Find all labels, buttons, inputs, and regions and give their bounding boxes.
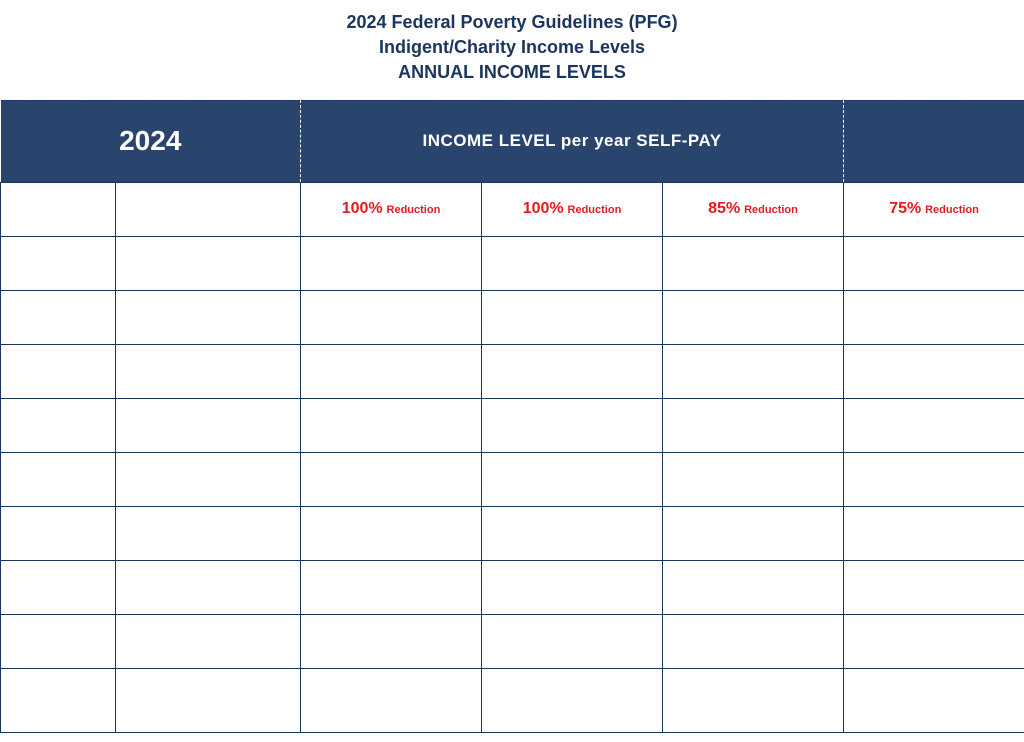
reduction-pct-3: 85% bbox=[708, 200, 740, 217]
reduction-blank-2 bbox=[116, 182, 301, 236]
table-cell bbox=[844, 452, 1024, 506]
table-cell bbox=[663, 668, 844, 732]
header-row: 2024 INCOME LEVEL per year SELF-PAY bbox=[1, 100, 1024, 182]
table-cell bbox=[482, 236, 663, 290]
table-cell bbox=[663, 344, 844, 398]
reduction-row: 100% Reduction 100% Reduction 85% Reduct… bbox=[1, 182, 1024, 236]
table-cell bbox=[301, 344, 482, 398]
table-cell bbox=[844, 344, 1024, 398]
guidelines-table: 2024 INCOME LEVEL per year SELF-PAY 100%… bbox=[0, 100, 1024, 733]
table-cell bbox=[482, 668, 663, 732]
title-line-1: 2024 Federal Poverty Guidelines (PFG) bbox=[0, 10, 1024, 35]
table-cell bbox=[844, 560, 1024, 614]
reduction-blank-1 bbox=[1, 182, 116, 236]
table-cell bbox=[301, 398, 482, 452]
table-row bbox=[1, 236, 1024, 290]
table-cell bbox=[116, 290, 301, 344]
table-cell bbox=[1, 668, 116, 732]
table-row bbox=[1, 398, 1024, 452]
table-row bbox=[1, 344, 1024, 398]
table-row bbox=[1, 290, 1024, 344]
table-row bbox=[1, 668, 1024, 732]
table-cell bbox=[482, 290, 663, 344]
table-cell bbox=[1, 614, 116, 668]
title-line-2: Indigent/Charity Income Levels bbox=[0, 35, 1024, 60]
reduction-pct-1: 100% bbox=[342, 200, 383, 217]
table-cell bbox=[482, 452, 663, 506]
table-cell bbox=[116, 506, 301, 560]
table-cell bbox=[301, 560, 482, 614]
reduction-col-1: 100% Reduction bbox=[301, 182, 482, 236]
reduction-sub-3: Reduction bbox=[744, 204, 798, 216]
table-cell bbox=[844, 506, 1024, 560]
table-cell bbox=[1, 452, 116, 506]
table-cell bbox=[116, 668, 301, 732]
table-cell bbox=[1, 290, 116, 344]
table-row bbox=[1, 560, 1024, 614]
title-line-3: ANNUAL INCOME LEVELS bbox=[0, 60, 1024, 85]
table-cell bbox=[301, 236, 482, 290]
table-row bbox=[1, 614, 1024, 668]
table-cell bbox=[1, 344, 116, 398]
reduction-col-3: 85% Reduction bbox=[663, 182, 844, 236]
table-cell bbox=[482, 344, 663, 398]
table-cell bbox=[1, 236, 116, 290]
table-cell bbox=[301, 506, 482, 560]
table-cell bbox=[1, 506, 116, 560]
guidelines-table-wrap: 2024 INCOME LEVEL per year SELF-PAY 100%… bbox=[0, 100, 1024, 733]
reduction-col-2: 100% Reduction bbox=[482, 182, 663, 236]
table-cell bbox=[663, 452, 844, 506]
table-cell bbox=[844, 614, 1024, 668]
table-cell bbox=[663, 398, 844, 452]
table-cell bbox=[663, 290, 844, 344]
table-cell bbox=[844, 398, 1024, 452]
table-cell bbox=[482, 506, 663, 560]
reduction-sub-1: Reduction bbox=[387, 204, 441, 216]
table-cell bbox=[663, 506, 844, 560]
table-cell bbox=[116, 344, 301, 398]
table-cell bbox=[663, 614, 844, 668]
table-cell bbox=[301, 614, 482, 668]
table-cell bbox=[482, 614, 663, 668]
table-cell bbox=[301, 452, 482, 506]
table-cell bbox=[116, 560, 301, 614]
table-cell bbox=[116, 614, 301, 668]
table-cell bbox=[116, 452, 301, 506]
table-cell bbox=[663, 560, 844, 614]
header-empty bbox=[844, 100, 1024, 182]
table-cell bbox=[1, 398, 116, 452]
header-year: 2024 bbox=[1, 100, 301, 182]
table-cell bbox=[116, 236, 301, 290]
table-cell bbox=[663, 236, 844, 290]
reduction-pct-2: 100% bbox=[523, 200, 564, 217]
table-cell bbox=[844, 236, 1024, 290]
table-cell bbox=[844, 290, 1024, 344]
table-cell bbox=[482, 398, 663, 452]
table-row bbox=[1, 506, 1024, 560]
table-row bbox=[1, 452, 1024, 506]
title-block: 2024 Federal Poverty Guidelines (PFG) In… bbox=[0, 0, 1024, 86]
header-income-label: INCOME LEVEL per year SELF-PAY bbox=[301, 100, 844, 182]
reduction-sub-4: Reduction bbox=[925, 204, 979, 216]
reduction-col-4: 75% Reduction bbox=[844, 182, 1024, 236]
table-cell bbox=[482, 560, 663, 614]
table-cell bbox=[116, 398, 301, 452]
table-cell bbox=[301, 668, 482, 732]
table-cell bbox=[1, 560, 116, 614]
table-cell bbox=[844, 668, 1024, 732]
reduction-pct-4: 75% bbox=[889, 200, 921, 217]
reduction-sub-2: Reduction bbox=[568, 204, 622, 216]
table-cell bbox=[301, 290, 482, 344]
